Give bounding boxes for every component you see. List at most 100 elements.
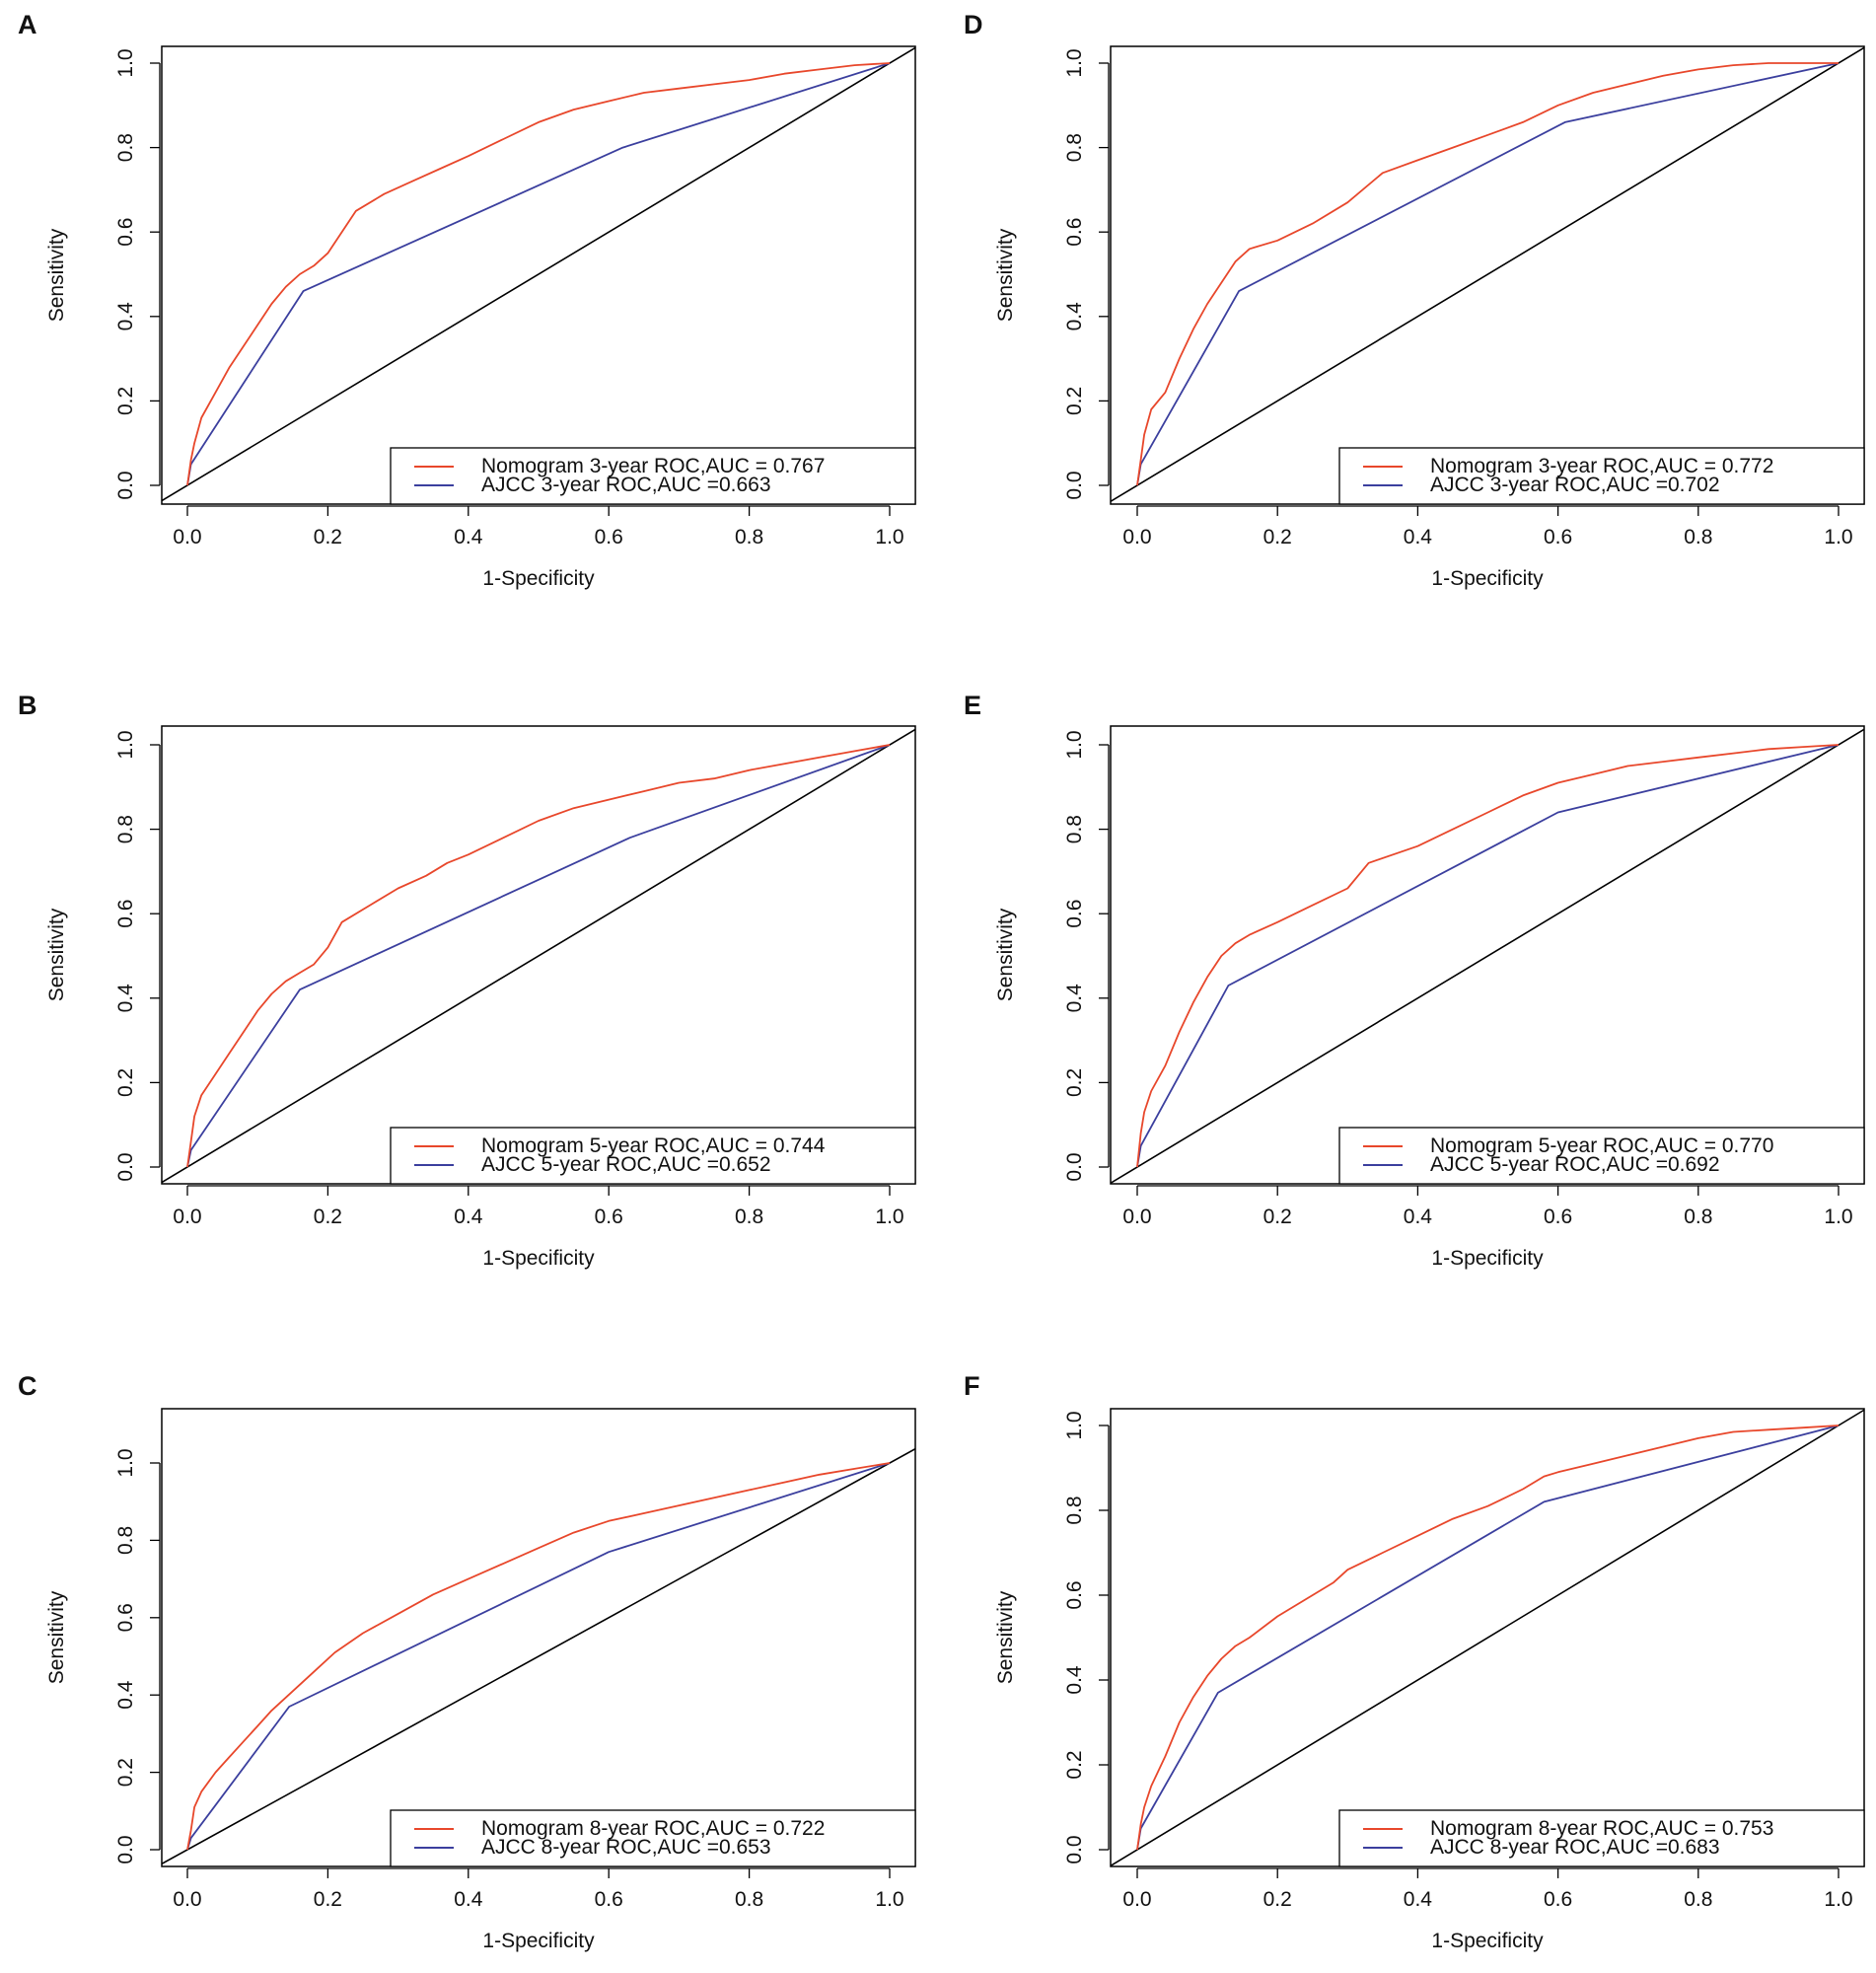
- legend-ajcc-label: AJCC 3-year ROC,AUC =0.702: [1430, 474, 1720, 496]
- y-tick-label: 0.6: [114, 218, 137, 247]
- legend-box: [390, 1127, 916, 1185]
- panel-letter: A: [18, 10, 37, 39]
- legend-nomogram-label: Nomogram 8-year ROC,AUC = 0.753: [1430, 1817, 1773, 1840]
- panel-c: C 0.0 0.2 0.4 0.6 0.8 1.0 1-Specificity 0.0 0.2 0.…: [18, 1371, 916, 1952]
- panel-f: F 0.0 0.2 0.4 0.6 0.8 1.0 1-Specificity 0.0 0.2 0.…: [964, 1371, 1865, 1952]
- y-tick-label: 0.2: [114, 1758, 137, 1787]
- x-tick-label: 0.6: [595, 1888, 623, 1911]
- x-tick-label: 0.6: [1544, 1206, 1572, 1228]
- legend-box: [1338, 447, 1865, 505]
- legend-ajcc-label: AJCC 5-year ROC,AUC =0.652: [481, 1153, 771, 1176]
- plot-area: [162, 728, 915, 1184]
- legend-ajcc-label: AJCC 5-year ROC,AUC =0.692: [1430, 1153, 1720, 1176]
- y-tick-label: 1.0: [1063, 730, 1086, 759]
- panel-letter: F: [964, 1371, 980, 1401]
- y-axis-title: Sensitivity: [45, 228, 68, 322]
- x-tick-label: 0.6: [595, 1206, 623, 1228]
- x-tick-label: 0.8: [1684, 1206, 1712, 1228]
- x-axis-title: 1-Specificity: [482, 1930, 595, 1952]
- nomogram-roc-line: [1136, 62, 1839, 486]
- reference-diagonal-line: [162, 46, 915, 502]
- legend-ajcc-label: AJCC 3-year ROC,AUC =0.663: [481, 474, 771, 496]
- y-tick-label: 0.8: [1063, 1496, 1086, 1524]
- x-tick-label: 0.6: [1544, 526, 1572, 548]
- y-tick-label: 0.2: [1063, 1750, 1086, 1779]
- y-tick-label: 0.4: [1063, 984, 1086, 1013]
- x-tick-label: 0.4: [454, 1206, 483, 1228]
- y-tick-label: 0.2: [114, 1068, 137, 1097]
- nomogram-roc-line: [186, 1462, 891, 1851]
- panel-d: D 0.0 0.2 0.4 0.6 0.8 1.0 1-Specificity 0.0 0.2 0.…: [964, 10, 1865, 590]
- x-tick-label: 0.8: [1684, 1888, 1712, 1911]
- x-tick-label: 0.2: [314, 1206, 342, 1228]
- reference-diagonal-line: [1111, 46, 1864, 503]
- x-axis-title: 1-Specificity: [1431, 1247, 1544, 1270]
- panel-letter: C: [18, 1371, 37, 1401]
- x-tick-label: 1.0: [875, 1888, 903, 1911]
- x-tick-label: 0.4: [1404, 1206, 1433, 1228]
- x-tick-label: 1.0: [1824, 1888, 1852, 1911]
- x-tick-label: 1.0: [1824, 1206, 1852, 1228]
- x-tick-label: 0.4: [1404, 526, 1433, 548]
- x-tick-label: 0.6: [595, 526, 623, 548]
- y-tick-label: 0.0: [1063, 1835, 1086, 1863]
- y-tick-label: 0.8: [114, 815, 137, 843]
- reference-diagonal-line: [1111, 1409, 1864, 1866]
- legend-nomogram-label: Nomogram 5-year ROC,AUC = 0.744: [481, 1134, 826, 1157]
- x-tick-label: 0.2: [1263, 1206, 1292, 1228]
- y-tick-label: 0.6: [1063, 218, 1086, 247]
- nomogram-roc-line: [186, 62, 891, 486]
- nomogram-roc-line: [1136, 1425, 1840, 1851]
- x-tick-label: 1.0: [875, 526, 903, 548]
- y-tick-label: 0.0: [114, 471, 137, 499]
- x-tick-label: 0.2: [314, 1888, 342, 1911]
- y-tick-label: 0.0: [114, 1152, 137, 1181]
- x-tick-label: 0.8: [735, 1888, 763, 1911]
- panel-b: B 0.0 0.2 0.4 0.6 0.8 1.0 1-Specificity 0.0 0.2 0.…: [18, 691, 916, 1270]
- y-axis-title: Sensitivity: [45, 908, 68, 1001]
- legend-nomogram-label: Nomogram 3-year ROC,AUC = 0.772: [1430, 455, 1773, 477]
- y-tick-label: 0.6: [114, 900, 137, 928]
- legend-box: [390, 447, 916, 505]
- plot-frame: [161, 1408, 916, 1867]
- reference-diagonal-line: [162, 1447, 915, 1865]
- legend-nomogram-label: Nomogram 3-year ROC,AUC = 0.767: [481, 455, 825, 477]
- reference-diagonal-line: [162, 728, 915, 1184]
- x-tick-label: 0.0: [1122, 526, 1151, 548]
- x-tick-label: 0.0: [1122, 1206, 1151, 1228]
- x-tick-label: 0.4: [1404, 1888, 1433, 1911]
- x-tick-label: 0.2: [1263, 526, 1292, 548]
- y-tick-label: 0.4: [114, 302, 137, 331]
- plot-area: [162, 1447, 915, 1865]
- legend-box: [1338, 1127, 1865, 1185]
- x-tick-label: 0.8: [1684, 526, 1712, 548]
- nomogram-roc-line: [1136, 744, 1840, 1168]
- plot-area: [1111, 728, 1864, 1184]
- panel-letter: D: [964, 10, 983, 39]
- x-tick-label: 0.8: [735, 526, 763, 548]
- legend-box: [390, 1809, 916, 1867]
- y-tick-label: 1.0: [114, 48, 137, 77]
- y-axis-title: Sensitivity: [994, 908, 1017, 1001]
- y-tick-label: 1.0: [114, 1448, 137, 1477]
- x-axis-title: 1-Specificity: [482, 1247, 595, 1270]
- panel-a: A 0.0 0.2 0.4 0.6 0.8 1.0 1-Specificity 0.0 0.2 0.…: [18, 10, 916, 590]
- y-axis-title: Sensitivity: [994, 228, 1017, 322]
- y-tick-label: 1.0: [1063, 48, 1086, 77]
- x-axis-title: 1-Specificity: [482, 567, 595, 590]
- ajcc-roc-line: [186, 1462, 891, 1851]
- y-tick-label: 0.4: [114, 1680, 137, 1710]
- x-tick-label: 0.2: [1263, 1888, 1292, 1911]
- y-tick-label: 0.2: [1063, 387, 1086, 415]
- x-tick-label: 0.2: [314, 526, 342, 548]
- y-tick-label: 0.8: [114, 133, 137, 162]
- x-tick-label: 0.0: [173, 1888, 201, 1911]
- x-axis-title: 1-Specificity: [1431, 567, 1544, 590]
- y-axis-title: Sensitivity: [994, 1590, 1017, 1684]
- panel-e: E 0.0 0.2 0.4 0.6 0.8 1.0 1-Specificity 0.0 0.2 0.…: [964, 691, 1865, 1270]
- y-tick-label: 0.4: [114, 984, 137, 1013]
- y-axis-title: Sensitivity: [45, 1590, 68, 1684]
- x-tick-label: 0.8: [735, 1206, 763, 1228]
- y-tick-label: 0.0: [1063, 1152, 1086, 1181]
- y-tick-label: 0.8: [1063, 133, 1086, 162]
